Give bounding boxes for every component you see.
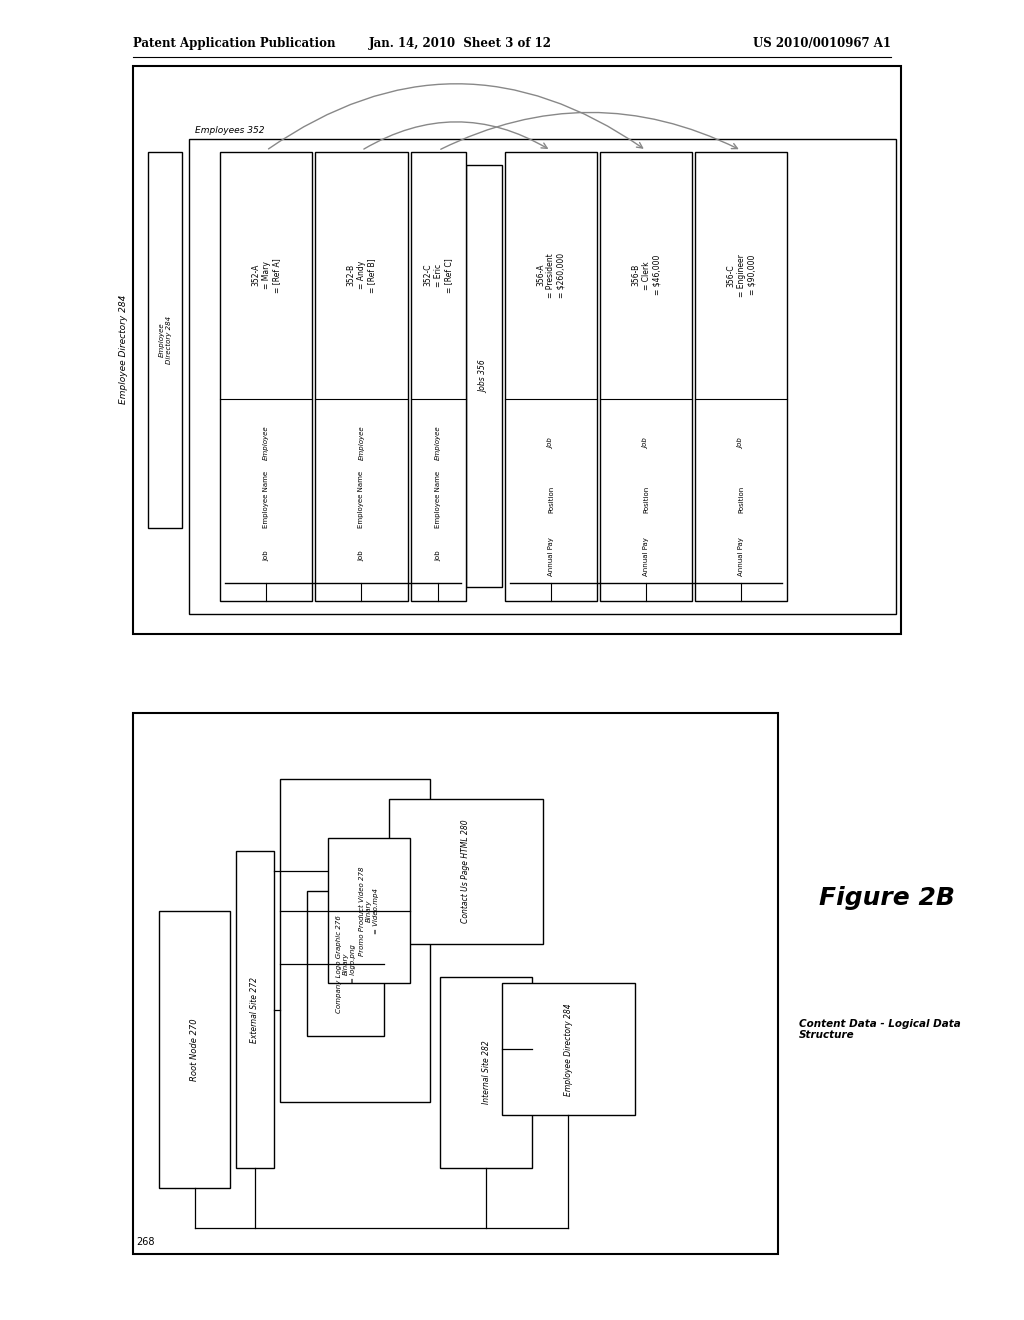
- Text: Internal Site 282: Internal Site 282: [482, 1040, 490, 1105]
- Text: Position: Position: [643, 486, 649, 513]
- Text: Employee Name: Employee Name: [435, 471, 441, 528]
- Text: Jobs 356: Jobs 356: [479, 360, 488, 392]
- FancyBboxPatch shape: [505, 152, 597, 601]
- Text: Main Page HTML 274: Main Page HTML 274: [350, 867, 359, 948]
- Text: Position: Position: [738, 486, 744, 513]
- Text: Root Node 270: Root Node 270: [190, 1018, 199, 1081]
- FancyBboxPatch shape: [328, 838, 410, 983]
- Text: External Site 272: External Site 272: [251, 977, 259, 1043]
- Text: Employee Directory 284: Employee Directory 284: [119, 296, 128, 404]
- FancyBboxPatch shape: [411, 152, 466, 601]
- Text: Jan. 14, 2010  Sheet 3 of 12: Jan. 14, 2010 Sheet 3 of 12: [370, 37, 552, 50]
- Text: Employee
Directory 284: Employee Directory 284: [159, 315, 172, 364]
- Text: Page Data = [HTML code]: Page Data = [HTML code]: [351, 923, 358, 1011]
- Text: Employee Name: Employee Name: [263, 471, 269, 528]
- Text: Employees 352: Employees 352: [195, 125, 264, 135]
- FancyBboxPatch shape: [502, 983, 635, 1115]
- Text: Job: Job: [643, 438, 649, 449]
- Text: Employee Name: Employee Name: [358, 471, 365, 528]
- Text: Contact Us Page HTML 280: Contact Us Page HTML 280: [462, 820, 470, 923]
- FancyBboxPatch shape: [220, 152, 312, 601]
- Text: Company Logo Graphic 276
Binary
= logo.png: Company Logo Graphic 276 Binary = logo.p…: [336, 915, 355, 1012]
- FancyBboxPatch shape: [189, 139, 896, 614]
- Text: US 2010/0010967 A1: US 2010/0010967 A1: [753, 37, 891, 50]
- Text: 356-C
= Engineer
= $90,000: 356-C = Engineer = $90,000: [726, 253, 757, 297]
- Text: 352-C
= Eric
= [Ref C]: 352-C = Eric = [Ref C]: [423, 257, 454, 293]
- Text: Job: Job: [435, 550, 441, 561]
- Text: Annual Pay: Annual Pay: [548, 537, 554, 576]
- FancyBboxPatch shape: [159, 911, 230, 1188]
- FancyBboxPatch shape: [236, 851, 274, 1168]
- FancyBboxPatch shape: [307, 891, 384, 1036]
- Text: Employee Directory 284: Employee Directory 284: [564, 1003, 572, 1096]
- Text: Job: Job: [738, 438, 744, 449]
- Text: 356-B
= Clerk
= $46,000: 356-B = Clerk = $46,000: [631, 255, 662, 296]
- Text: Job: Job: [548, 438, 554, 449]
- FancyBboxPatch shape: [440, 977, 532, 1168]
- Text: Promo Product Video 278
Binary
= Video.mp4: Promo Product Video 278 Binary = Video.m…: [358, 866, 379, 956]
- Text: 352-B
= Andy
= [Ref B]: 352-B = Andy = [Ref B]: [346, 257, 377, 293]
- FancyBboxPatch shape: [280, 779, 430, 1102]
- Text: Annual Pay: Annual Pay: [643, 537, 649, 576]
- Text: Employee: Employee: [263, 426, 269, 461]
- Text: Job: Job: [358, 550, 365, 561]
- Text: 268: 268: [136, 1237, 155, 1247]
- Text: Employee: Employee: [358, 426, 365, 461]
- FancyBboxPatch shape: [133, 66, 901, 634]
- Text: Employee: Employee: [435, 426, 441, 461]
- FancyBboxPatch shape: [389, 799, 543, 944]
- FancyBboxPatch shape: [695, 152, 787, 601]
- Text: Figure 2B: Figure 2B: [819, 886, 955, 909]
- FancyBboxPatch shape: [148, 152, 182, 528]
- Text: 352-A
= Mary
= [Ref A]: 352-A = Mary = [Ref A]: [251, 257, 282, 293]
- Text: Position: Position: [548, 486, 554, 513]
- Text: Job: Job: [263, 550, 269, 561]
- FancyBboxPatch shape: [600, 152, 692, 601]
- Text: Annual Pay: Annual Pay: [738, 537, 744, 576]
- Text: 356-A
= President
= $260,000: 356-A = President = $260,000: [536, 252, 566, 298]
- Text: Content Data - Logical Data
Structure: Content Data - Logical Data Structure: [799, 1019, 961, 1040]
- FancyBboxPatch shape: [466, 165, 502, 587]
- FancyBboxPatch shape: [133, 713, 778, 1254]
- FancyBboxPatch shape: [315, 152, 408, 601]
- Text: Patent Application Publication: Patent Application Publication: [133, 37, 336, 50]
